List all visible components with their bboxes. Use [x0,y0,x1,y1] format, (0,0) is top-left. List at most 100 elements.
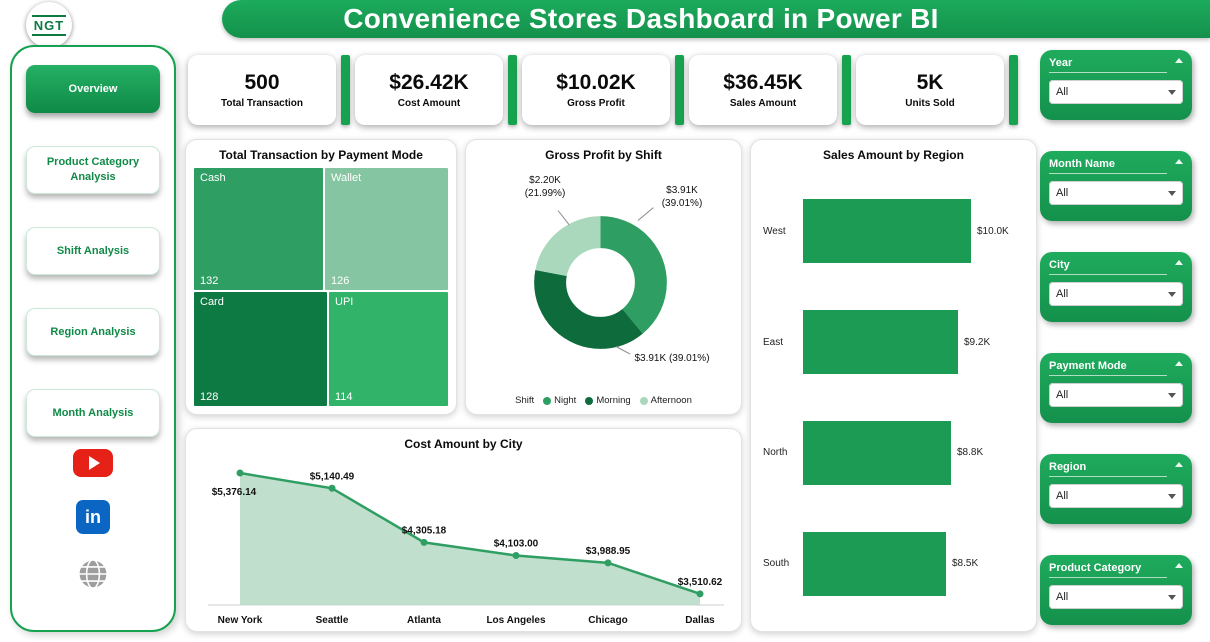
treemap-cell-label: Wallet [331,172,362,184]
kpi-label: Sales Amount [729,98,797,109]
kpi-label: Gross Profit [567,98,625,109]
x-axis-label-chicago: Chicago [588,615,627,626]
year-dropdown[interactable]: All [1049,80,1183,104]
city-point-new-york[interactable] [236,469,244,477]
slicer-collapse-icon[interactable] [1175,361,1183,366]
dropdown-value: All [1056,187,1069,199]
x-axis-label-los-angeles: Los Angeles [486,615,546,626]
kpi-card-units-sold: 5K Units Sold [856,55,1004,125]
slicer-city: City All [1040,252,1192,322]
treemap-cell-card[interactable]: Card 128 [193,291,328,407]
dropdown-value: All [1056,591,1069,603]
city-point-seattle[interactable] [328,484,336,492]
kpi-value: $10.02K [556,71,636,94]
product-category-dropdown[interactable]: All [1049,585,1183,609]
legend-label: Morning [596,395,631,406]
region-bar-panel: Sales Amount by Region West $10.0K East $9.… [750,139,1037,632]
legend-dot-icon [639,396,648,405]
axis-label: West [763,225,786,237]
treemap-cell-wallet[interactable]: Wallet 126 [324,167,449,291]
social-links: in [12,449,174,591]
region-title: Sales Amount by Region [823,148,964,162]
point-value-label: $3,510.62 [678,577,723,588]
sidebar-item-month-analysis[interactable]: Month Analysis [26,389,160,437]
slicer-product-category: Product Category All [1040,555,1192,625]
city-point-atlanta[interactable] [420,538,428,546]
kpi-label: Cost Amount [397,98,461,109]
kpi-card-sales-amount: $36.45K Sales Amount [689,55,837,125]
point-value-label: $4,103.00 [494,538,539,549]
donut-legend: Shift Night Morning Afternoon [466,395,741,406]
treemap-cell-label: Card [200,296,224,308]
treemap-cell-value: 114 [335,391,353,403]
slicer-collapse-icon[interactable] [1175,58,1183,63]
slicer-region: Region All [1040,454,1192,524]
treemap-cell-value: 128 [200,391,219,403]
slicer-collapse-icon[interactable] [1175,159,1183,164]
treemap-cell-label: Cash [200,172,226,184]
sidebar-item-product-category-analysis[interactable]: Product Category Analysis [26,146,160,194]
x-axis-label-new-york: New York [218,615,263,626]
treemap-cell-upi[interactable]: UPI 114 [328,291,449,407]
treemap-cell-cash[interactable]: Cash 132 [193,167,324,291]
month-name-dropdown[interactable]: All [1049,181,1183,205]
region-bar-south[interactable] [803,531,946,596]
kpi-card-total-transaction: 500 Total Transaction [188,55,336,125]
kpi-card-gross-profit: $10.02K Gross Profit [522,55,670,125]
bar-value-label: $9.2K [964,336,991,348]
treemap-chart: Cash 132 Wallet 126 Card 128 UPI 114 [193,167,449,407]
payment-mode-dropdown[interactable]: All [1049,383,1183,407]
slicer-collapse-icon[interactable] [1175,462,1183,467]
website-globe-icon[interactable] [76,557,110,591]
kpi-value: 500 [244,71,280,94]
x-axis-label-dallas: Dallas [685,615,715,626]
slicer-payment-mode: Payment Mode All [1040,353,1192,423]
city-point-chicago[interactable] [604,559,612,567]
page-title: Convenience Stores Dashboard in Power BI [343,3,939,34]
chevron-down-icon [1168,89,1176,95]
sidebar-item-overview[interactable]: Overview [26,65,160,113]
treemap-cell-label: UPI [335,296,354,308]
linkedin-icon[interactable]: in [76,500,110,534]
sidebar-item-region-analysis[interactable]: Region Analysis [26,308,160,356]
region-bar-chart: West $10.0K East $9.2K North $8.8K South $8.5K [763,176,1030,619]
region-row-east: East $9.2K [763,287,1030,398]
slicer-collapse-icon[interactable] [1175,260,1183,265]
kpi-separator [1009,55,1018,125]
slicer-label: Region [1049,461,1087,473]
region-bar-north[interactable] [803,420,951,485]
city-area-chart[interactable]: $5,376.14 New York $5,140.49 Seattle $4,305.… [192,453,737,631]
logo-text: NGT [31,14,67,36]
dropdown-value: All [1056,490,1069,502]
donut-chart[interactable] [523,205,678,360]
ngt-logo: NGT [26,2,72,48]
donut-segment-afternoon[interactable] [534,216,667,349]
region-row-west: West $10.0K [763,176,1030,287]
legend-dot-icon [585,396,594,405]
donut-segment-morning[interactable] [534,216,667,349]
divider [1049,72,1167,73]
slicer-label: City [1049,259,1070,271]
youtube-icon[interactable] [73,449,113,477]
region-dropdown[interactable]: All [1049,484,1183,508]
city-point-los-angeles[interactable] [512,551,520,559]
point-value-label: $5,140.49 [310,471,355,482]
city-point-dallas[interactable] [696,590,704,598]
legend-item-afternoon: Afternoon [639,395,692,406]
chevron-down-icon [1168,594,1176,600]
city-title: Cost Amount by City [404,437,523,451]
region-bar-west[interactable] [803,199,971,264]
slicer-label: Payment Mode [1049,360,1127,372]
divider [1049,375,1167,376]
legend-item-night: Night [543,395,576,406]
slicer-collapse-icon[interactable] [1175,563,1183,568]
kpi-separator [842,55,851,125]
sidebar-item-shift-analysis[interactable]: Shift Analysis [26,227,160,275]
kpi-separator [675,55,684,125]
city-dropdown[interactable]: All [1049,282,1183,306]
chevron-down-icon [1168,493,1176,499]
legend-label: Afternoon [650,395,692,406]
donut-panel: Gross Profit by Shift $3.91K (39.01%) $3.… [465,139,742,415]
legend-dot-icon [543,396,552,405]
region-bar-east[interactable] [803,310,958,375]
